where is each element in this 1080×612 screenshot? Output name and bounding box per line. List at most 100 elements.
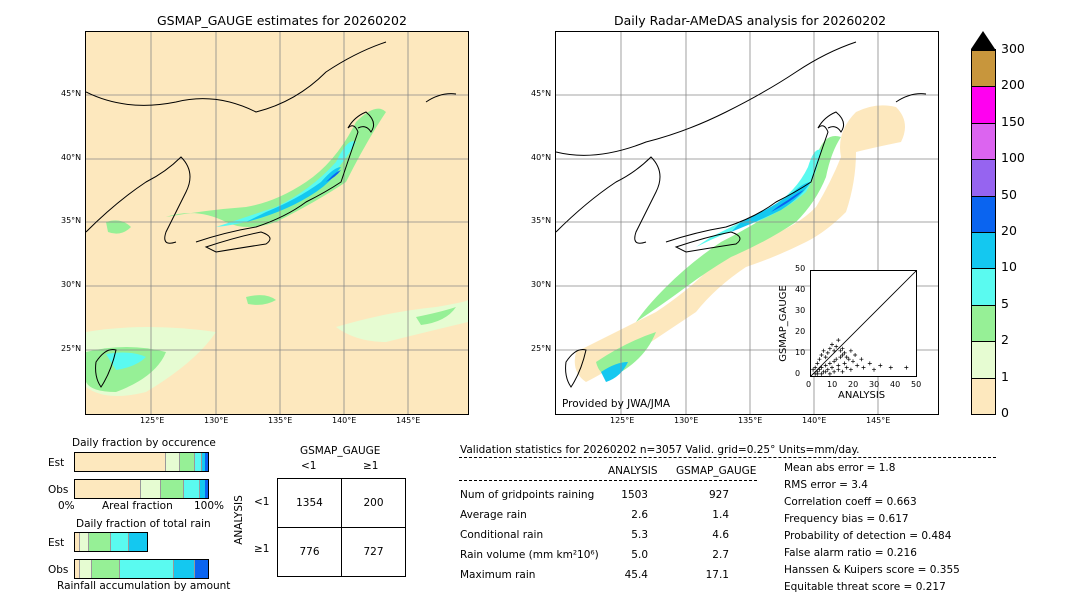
right-lon-135: 135°E	[738, 416, 763, 425]
contingency-cell: 776	[277, 527, 342, 577]
scatter-point	[827, 371, 832, 376]
scatter-point	[840, 353, 845, 357]
scatter-point	[848, 367, 853, 372]
validation-analysis: 1503	[621, 489, 648, 501]
credit-text: Provided by JWA/JMA	[562, 398, 671, 410]
scatter-inset	[810, 270, 917, 377]
scatter-xtick: 20	[848, 380, 859, 389]
scatter-point	[888, 365, 893, 370]
scatter-point	[851, 359, 855, 364]
right-lon-125: 125°E	[610, 416, 635, 425]
total-rain-footer: Rainfall accumulation by amount	[57, 580, 231, 592]
scatter-xtick: 50	[911, 380, 922, 389]
scatter-ytick: 20	[795, 327, 806, 336]
colorbar-tick-label: 50	[1001, 186, 1017, 202]
total-rain-obs-label: Obs	[48, 564, 69, 576]
validation-analysis: 5.3	[631, 529, 648, 541]
scatter-point	[842, 350, 847, 355]
right-lon-140: 140°E	[802, 416, 827, 425]
contingency-col-lt: <1	[301, 460, 317, 472]
scatter-xlabel: ANALYSIS	[838, 390, 886, 401]
contingency-side-label: ANALYSIS	[232, 495, 245, 545]
occurrence-axis-left: 0%	[58, 500, 75, 512]
left-map-canvas	[86, 32, 468, 414]
scatter-point	[853, 353, 858, 357]
scatter-point	[838, 348, 843, 353]
colorbar-tick-label: 5	[1001, 295, 1009, 311]
validation-gsmap: 1.4	[712, 509, 729, 521]
scatter-point	[867, 361, 872, 366]
colorbar-tick-label: 1	[1001, 368, 1009, 384]
validation-col-analysis: ANALYSIS	[608, 465, 658, 477]
scatter-point	[823, 369, 828, 374]
contingency-cell: 727	[341, 527, 406, 577]
scatter-point	[848, 348, 853, 353]
left-lat-35: 35°N	[61, 216, 82, 225]
scatter-xtick: 0	[806, 380, 812, 389]
right-lat-40: 40°N	[531, 153, 552, 162]
scatter-diagonal	[811, 271, 916, 376]
scatter-point	[832, 369, 837, 374]
validation-score: False alarm ratio = 0.216	[784, 547, 917, 559]
left-coastlines	[86, 41, 457, 388]
scatter-point	[836, 367, 841, 372]
scatter-point	[830, 342, 834, 347]
right-lat-45: 45°N	[531, 89, 552, 98]
scatter-xtick: 40	[890, 380, 901, 389]
contingency-table: 1354 200 776 727	[277, 478, 406, 577]
colorbar-tick-label: 0	[1001, 405, 1009, 420]
scatter-point	[811, 367, 816, 372]
validation-header-rule	[459, 457, 996, 458]
total-rain-obs-bar	[74, 559, 209, 579]
scatter-ylabel: GSMAP_GAUGE	[777, 285, 789, 362]
left-grid	[86, 32, 468, 414]
scatter-xtick: 10	[827, 380, 838, 389]
scatter-point	[817, 367, 822, 372]
validation-score: Hanssen & Kuipers score = 0.355	[784, 564, 960, 576]
scatter-point	[827, 361, 832, 366]
scatter-ytick: 0	[795, 369, 801, 378]
total-rain-est-bar	[74, 532, 148, 552]
scatter-point	[844, 365, 849, 370]
scatter-point	[817, 357, 822, 362]
scatter-point	[846, 357, 851, 362]
scatter-point	[842, 361, 847, 366]
validation-analysis: 5.0	[631, 549, 648, 561]
right-map-canvas	[556, 32, 938, 414]
right-lon-130: 130°E	[674, 416, 699, 425]
left-lat-30: 30°N	[61, 280, 82, 289]
scatter-point	[836, 338, 841, 343]
scatter-point	[844, 355, 849, 360]
left-lon-130: 130°E	[204, 416, 229, 425]
scatter-point	[815, 361, 820, 366]
left-lon-135: 135°E	[268, 416, 293, 425]
scatter-point	[840, 369, 845, 374]
right-map: Provided by JWA/JMA	[555, 31, 939, 415]
scatter-point	[840, 346, 845, 351]
left-map-title: GSMAP_GAUGE estimates for 20260202	[157, 13, 407, 28]
colorbar-tick-label: 10	[1001, 259, 1017, 275]
scatter-point	[838, 355, 843, 360]
colorbar-tick-label: 2	[1001, 332, 1009, 348]
scatter-ytick: 50	[795, 264, 806, 273]
scatter-point	[904, 365, 909, 370]
right-lat-35: 35°N	[531, 216, 552, 225]
colorbar-segment	[972, 122, 995, 160]
right-lat-30: 30°N	[531, 280, 552, 289]
right-lon-145: 145°E	[866, 416, 891, 425]
validation-col-gsmap: GSMAP_GAUGE	[676, 465, 757, 477]
left-lon-140: 140°E	[332, 416, 357, 425]
validation-label: Maximum rain	[460, 569, 536, 581]
occurrence-axis-mid: Areal fraction	[102, 500, 173, 512]
validation-analysis: 45.4	[624, 569, 648, 581]
validation-score: Equitable threat score = 0.217	[784, 581, 946, 593]
scatter-point	[827, 346, 832, 351]
validation-score: Probability of detection = 0.484	[784, 530, 952, 542]
occurrence-obs-bar	[74, 479, 209, 499]
right-lat-25: 25°N	[531, 344, 552, 353]
left-rain-fields	[86, 108, 468, 396]
contingency-cell: 1354	[277, 478, 342, 528]
colorbar-tick-label: 150	[1001, 113, 1025, 129]
scatter-point	[819, 365, 824, 370]
scatter-point	[834, 344, 839, 349]
